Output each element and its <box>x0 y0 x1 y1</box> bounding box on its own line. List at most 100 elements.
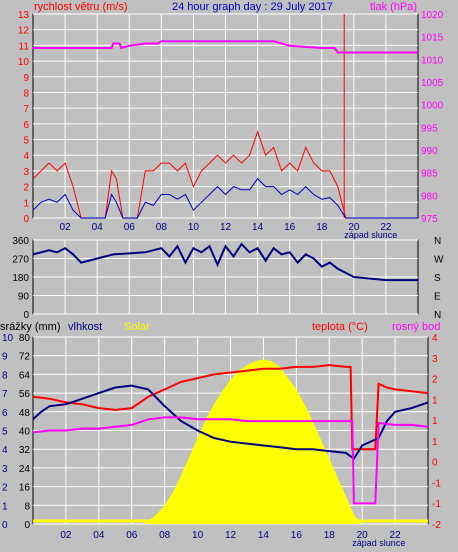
chart1-x-tick: 10 <box>188 222 200 233</box>
chart3-right-tick: 2 <box>432 375 438 386</box>
chart3-humidity-tick: 72 <box>19 352 31 363</box>
chart3-humidity-tick: 8 <box>24 501 30 512</box>
chart1-x-tick: 12 <box>220 222 232 233</box>
chart3-solar-label: Solar <box>124 321 150 333</box>
chart1-y-tick: 7 <box>23 104 29 115</box>
chart1-x-tick: 08 <box>156 222 168 233</box>
chart2-y-tick: 180 <box>12 273 29 284</box>
chart1-y-tick: 2 <box>23 183 29 194</box>
chart1-y-tick: 8 <box>23 88 29 99</box>
chart3-x-tick: 08 <box>159 530 171 541</box>
chart3-humidity-tick: 40 <box>19 427 31 438</box>
chart1-right-label: tlak (hPa) <box>370 1 417 13</box>
chart1-right-tick: 980 <box>421 191 438 202</box>
chart3-sunset-label: západ slunce <box>352 538 405 548</box>
chart1-y-tick: 10 <box>18 57 30 68</box>
chart1-y-tick: 1 <box>23 198 29 209</box>
chart3-rain-tick: 7 <box>2 389 8 400</box>
chart3-humidity-tick: 48 <box>19 408 31 419</box>
chart3-humidity-tick: 16 <box>19 483 31 494</box>
chart3-humidity-tick: 0 <box>24 520 30 531</box>
chart2-plot: 0 N 90 E 180 S 270 W 360 N <box>12 236 444 321</box>
chart3-humidity-tick: 64 <box>19 370 31 381</box>
chart3-humidity-tick: 32 <box>19 445 31 456</box>
chart3-rain-tick: 8 <box>2 370 8 381</box>
chart3-rain-tick: 10 <box>2 333 14 344</box>
chart3-rain-tick: 0 <box>2 520 8 531</box>
chart3-x-tick: 22 <box>390 530 402 541</box>
chart2-compass-label: W <box>434 255 444 266</box>
chart3-x-tick: 12 <box>225 530 237 541</box>
chart1-right-tick: 1000 <box>421 101 444 112</box>
chart2-y-tick: 270 <box>12 255 29 266</box>
chart1-right-tick: 985 <box>421 169 438 180</box>
chart3-series-humidity <box>32 384 429 461</box>
chart3-humidity-tick: 56 <box>19 389 31 400</box>
chart3-x-tick: 14 <box>258 530 270 541</box>
chart1-x-tick: 02 <box>60 222 72 233</box>
chart3-series-temperature <box>32 364 429 451</box>
chart1-x-tick: 04 <box>92 222 104 233</box>
chart1-x-tick: 14 <box>252 222 264 233</box>
chart1-right-tick: 1020 <box>421 10 444 21</box>
chart3-rain-tick: 9 <box>2 352 8 363</box>
chart1-y-tick: 4 <box>23 151 29 162</box>
chart1-y-tick: 13 <box>18 10 30 21</box>
chart1-x-tick: 22 <box>380 222 392 233</box>
chart3-rain-tick: 1 <box>2 501 8 512</box>
chart3-humidity-tick: 24 <box>19 464 31 475</box>
chart3-dew-label: rosný bod <box>392 321 440 333</box>
chart3-rain-tick: 5 <box>2 427 8 438</box>
chart3-rain-tick: 4 <box>2 445 8 456</box>
chart1-right-tick: 975 <box>421 214 438 225</box>
chart3-right-tick: -1 <box>432 478 441 489</box>
chart1-sunset-label: západ slunce <box>344 230 397 240</box>
chart3-right-tick: 3 <box>432 354 438 365</box>
chart1-x-tick: 16 <box>284 222 296 233</box>
chart1-x-tick: 06 <box>124 222 136 233</box>
chart3-right-tick: 1 <box>432 395 438 406</box>
chart3-right-tick: -1 <box>432 499 441 510</box>
chart3-rain-tick: 6 <box>2 408 8 419</box>
chart1-right-tick: 995 <box>421 123 438 134</box>
chart2-compass-label: N <box>434 310 441 321</box>
chart1-y-tick: 11 <box>19 41 30 52</box>
chart1-right-tick: 1015 <box>421 33 444 44</box>
chart2-y-tick: 0 <box>23 310 29 321</box>
chart2-y-tick: 90 <box>18 292 30 303</box>
chart3-x-tick: 02 <box>60 530 72 541</box>
chart1-plot: 0123456789101112139759809859909951000100… <box>18 10 444 240</box>
chart2-compass-label: E <box>434 292 441 303</box>
chart2-y-tick: 360 <box>12 236 29 247</box>
chart3-rain-label: srážky (mm) <box>0 321 61 333</box>
chart1-right-tick: 1010 <box>421 55 444 66</box>
chart1-y-tick: 6 <box>23 120 29 131</box>
chart1-y-tick: 5 <box>23 136 29 147</box>
chart1-right-tick: 1005 <box>421 78 444 89</box>
chart3-x-tick: 18 <box>324 530 336 541</box>
chart1-x-tick: 20 <box>348 222 360 233</box>
chart3-right-tick: 4 <box>432 333 438 344</box>
chart1-series-pressure <box>33 40 418 54</box>
chart3-x-tick: 04 <box>93 530 105 541</box>
chart1-series-wind <box>32 178 418 219</box>
chart3-series-dew-point <box>32 416 429 505</box>
chart1-y-tick: 9 <box>23 73 29 84</box>
chart1-title: 24 hour graph day : 29 July 2017 <box>172 1 333 13</box>
chart3-right-tick: 1 <box>432 416 438 427</box>
chart3-right-tick: 0 <box>432 458 438 469</box>
chart3-x-tick: 20 <box>357 530 369 541</box>
chart2-series-direction <box>32 242 418 282</box>
chart3-temp-label: teplota (°C) <box>312 321 368 333</box>
chart2-compass-label: N <box>434 236 441 247</box>
chart3-rain-tick: 3 <box>2 464 8 475</box>
chart1-left-label: rychlost větru (m/s) <box>34 1 128 13</box>
chart3-right-tick: 1 <box>432 437 438 448</box>
chart3-rain-tick: 2 <box>2 483 8 494</box>
chart1-y-tick: 0 <box>23 214 29 225</box>
chart1-x-tick: 18 <box>316 222 328 233</box>
chart3-humidity-label: vlhkost <box>68 321 102 333</box>
chart3-right-tick: -2 <box>432 520 441 531</box>
